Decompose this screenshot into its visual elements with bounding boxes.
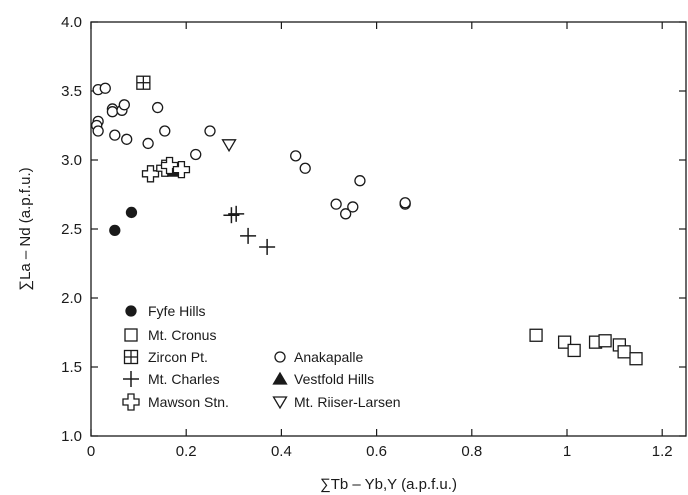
legend-item-mawson-stn: Mawson Stn. xyxy=(122,393,229,411)
legend-marker-mawson-stn xyxy=(122,393,140,411)
legend-marker-mt-riiser-larsen xyxy=(272,396,288,410)
legend: Fyfe Hills Mt. Cronus Zircon Pt. Mt. Charle… xyxy=(122,303,401,411)
data-points xyxy=(91,75,643,366)
data-point-anakapalle xyxy=(142,137,154,150)
y-tick-label: 4.0 xyxy=(61,14,82,31)
x-tick-label: 1.2 xyxy=(652,443,673,460)
data-point-anakapalle xyxy=(151,101,164,114)
data-point-anakapalle xyxy=(190,148,202,161)
data-point-mawson-stn xyxy=(172,161,191,179)
legend-label-mt-charles: Mt. Charles xyxy=(148,371,220,387)
y-axis-title: ∑La – Nd (a.p.f.u.) xyxy=(17,167,34,290)
y-tick-label: 2.5 xyxy=(61,221,82,238)
y-tick-label: 1.5 xyxy=(61,359,82,376)
legend-item-vestfold-hills: Vestfold Hills xyxy=(272,371,374,387)
x-tick-label: 0.2 xyxy=(176,443,197,460)
data-point-mt-charles xyxy=(240,227,257,244)
legend-item-fyfe-hills: Fyfe Hills xyxy=(125,303,206,319)
data-point-mawson-stn xyxy=(160,156,179,175)
legend-marker-zircon-pt xyxy=(123,349,139,365)
data-point-mt-charles xyxy=(223,207,240,224)
data-point-anakapalle xyxy=(121,133,133,145)
data-point-anakapalle xyxy=(118,99,130,111)
y-tick-label: 3.0 xyxy=(61,152,82,169)
data-point-anakapalle xyxy=(290,150,302,162)
legend-label-mawson-stn: Mawson Stn. xyxy=(148,394,229,410)
legend-label-mt-cronus: Mt. Cronus xyxy=(148,327,216,343)
data-point-anakapalle xyxy=(106,106,119,118)
x-tick-label: 0.8 xyxy=(461,443,482,460)
data-point-mt-charles xyxy=(259,238,276,255)
y-tick-label: 2.0 xyxy=(61,290,82,307)
legend-item-mt-riiser-larsen: Mt. Riiser-Larsen xyxy=(272,394,401,410)
data-point-anakapalle xyxy=(330,198,342,210)
axis-ticks: 1.0 1.5 2.0 2.5 3.0 3.5 4.0 0 0.2 0.4 0.6 0.8 1 1.2 xyxy=(61,14,686,460)
data-point-anakapalle xyxy=(340,208,352,220)
legend-item-anakapalle: Anakapalle xyxy=(274,349,363,365)
y-tick-label: 1.0 xyxy=(61,428,82,445)
data-point-mt-charles xyxy=(228,205,245,222)
data-point-mt-cronus xyxy=(529,328,543,342)
legend-marker-fyfe-hills xyxy=(125,305,137,317)
data-point-mt-cronus xyxy=(617,345,631,359)
data-point-anakapalle xyxy=(99,82,111,94)
legend-item-zircon-pt: Zircon Pt. xyxy=(123,349,208,365)
data-point-anakapalle xyxy=(109,129,121,141)
data-point-anakapalle xyxy=(299,162,311,174)
data-point-mt-cronus xyxy=(598,334,612,348)
legend-marker-vestfold-hills xyxy=(272,371,288,385)
legend-item-mt-cronus: Mt. Cronus xyxy=(124,327,216,343)
legend-marker-anakapalle xyxy=(274,351,286,363)
y-tick-label: 3.5 xyxy=(61,83,82,100)
data-point-anakapalle xyxy=(399,197,411,209)
x-tick-label: 1 xyxy=(563,443,571,460)
legend-label-fyfe-hills: Fyfe Hills xyxy=(148,303,206,319)
legend-marker-mt-cronus xyxy=(124,328,138,342)
legend-item-mt-charles: Mt. Charles xyxy=(123,371,220,387)
legend-label-mt-riiser-larsen: Mt. Riiser-Larsen xyxy=(294,394,401,410)
legend-label-anakapalle: Anakapalle xyxy=(294,349,363,365)
x-tick-label: 0.6 xyxy=(366,443,387,460)
x-axis-title: ∑Tb – Yb,Y (a.p.f.u.) xyxy=(320,476,457,493)
data-point-anakapalle xyxy=(204,125,216,137)
data-point-anakapalle xyxy=(354,175,366,187)
data-point-fyfe-hills xyxy=(109,224,121,237)
data-point-mawson-stn xyxy=(141,165,160,183)
x-tick-label: 0 xyxy=(87,443,95,460)
data-point-anakapalle xyxy=(92,125,104,137)
legend-label-vestfold-hills: Vestfold Hills xyxy=(294,371,374,387)
data-point-anakapalle xyxy=(159,125,171,137)
legend-label-zircon-pt: Zircon Pt. xyxy=(148,349,208,365)
x-tick-label: 0.4 xyxy=(271,443,292,460)
legend-marker-mt-charles xyxy=(123,371,139,387)
data-point-mt-riiser-larsen xyxy=(221,139,237,153)
data-point-mt-cronus xyxy=(567,343,581,358)
data-point-zircon-pt xyxy=(136,75,151,90)
data-point-anakapalle xyxy=(347,201,359,213)
data-point-fyfe-hills xyxy=(125,206,138,219)
data-point-mt-cronus xyxy=(629,352,643,366)
